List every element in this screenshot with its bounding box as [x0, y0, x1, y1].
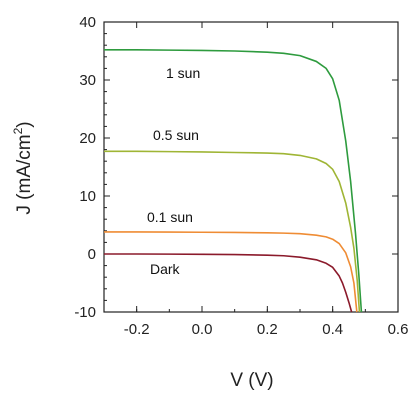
- x-axis-ticks: -0.2 0.0 0.2 0.4 0.6: [103, 22, 409, 338]
- y-tick-label: 0: [88, 246, 96, 263]
- series-lines: [104, 49, 363, 313]
- series-line-0-1-sun: [104, 231, 358, 313]
- y-axis-title: J (mA/cm2): [11, 121, 35, 214]
- x-tick-label: 0.6: [388, 321, 409, 338]
- x-tick-label: 0.4: [322, 321, 343, 338]
- plot-border: [103, 21, 399, 313]
- y-tick-label: 40: [79, 14, 96, 31]
- y-axis-ticks: -10 0 10 20 30 40: [74, 14, 398, 321]
- y-tick-label: -10: [74, 304, 96, 321]
- y-axis-title-end: ): [14, 121, 35, 127]
- x-tick-label: 0.2: [257, 321, 278, 338]
- y-tick-label: 30: [79, 72, 96, 89]
- series-label-dark: Dark: [150, 261, 181, 277]
- series-label-0-5-sun: 0.5 sun: [153, 127, 199, 143]
- series-labels: 1 sun 0.5 sun 0.1 sun Dark: [147, 65, 200, 277]
- y-tick-label: 10: [79, 188, 96, 205]
- series-label-0-1-sun: 0.1 sun: [147, 209, 193, 225]
- y-axis-title-main: J (mA/cm: [14, 134, 35, 214]
- x-axis-title: V (V): [230, 370, 273, 391]
- series-line-1-sun: [104, 49, 363, 313]
- y-tick-label: 20: [79, 130, 96, 147]
- x-tick-label: -0.2: [124, 321, 150, 338]
- series-line-0-5-sun: [104, 150, 361, 313]
- plot-frame: [103, 21, 399, 313]
- series-label-1-sun: 1 sun: [166, 65, 200, 81]
- series-line-dark: [104, 253, 353, 313]
- y-axis-title-superscript: 2: [11, 127, 25, 134]
- x-tick-label: 0.0: [192, 321, 213, 338]
